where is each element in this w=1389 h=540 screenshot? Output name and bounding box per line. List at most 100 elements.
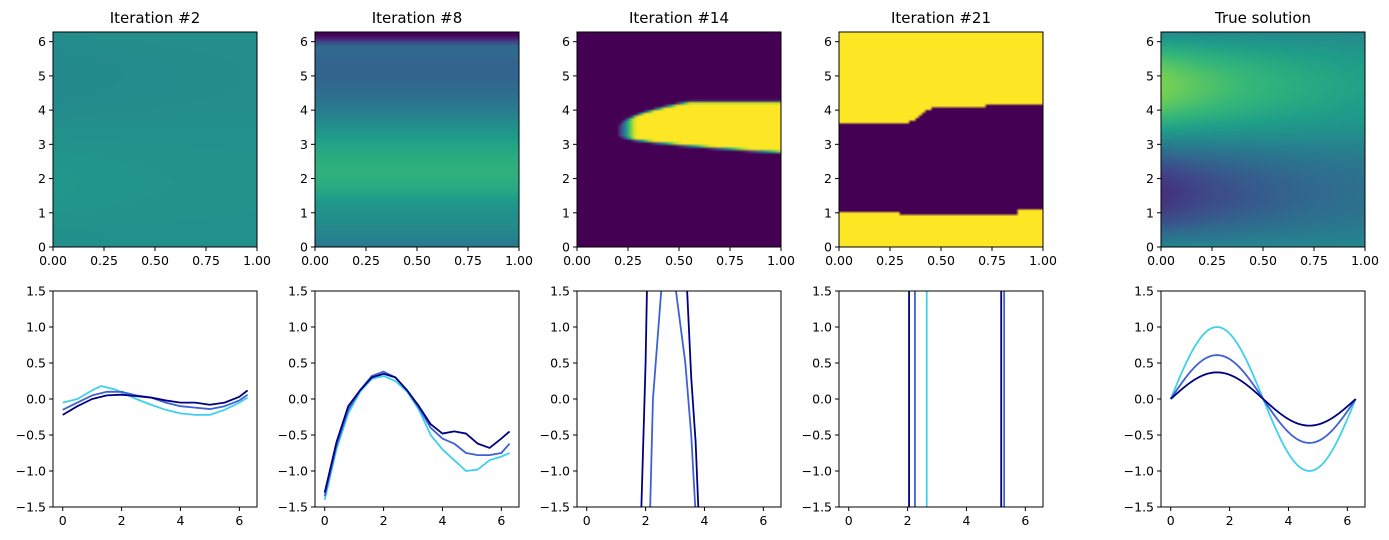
axes-frame bbox=[576, 290, 782, 508]
y-tick-label: 1 bbox=[300, 205, 308, 220]
x-tick-label: 0 bbox=[59, 513, 67, 528]
y-tick-label: 3 bbox=[562, 137, 570, 152]
y-tick-label: 1.0 bbox=[26, 320, 46, 335]
y-tick-label: −1.5 bbox=[1124, 500, 1154, 515]
y-tick-label: −0.5 bbox=[802, 428, 832, 443]
y-tick-label: 0.0 bbox=[288, 392, 308, 407]
x-tick-label: 6 bbox=[759, 513, 767, 528]
x-tick-label: 4 bbox=[438, 513, 446, 528]
x-tick-label: 0.50 bbox=[927, 253, 955, 268]
y-tick-label: 0.0 bbox=[26, 392, 46, 407]
y-tick-label: −0.5 bbox=[540, 428, 570, 443]
y-tick-label: 4 bbox=[300, 103, 308, 118]
y-tick-label: 1.5 bbox=[26, 284, 46, 299]
y-tick-label: −1.0 bbox=[540, 464, 570, 479]
y-tick-label: 0.5 bbox=[1134, 356, 1154, 371]
y-tick-label: 4 bbox=[38, 103, 46, 118]
y-tick-label: 6 bbox=[824, 34, 832, 49]
x-tick-label: 0 bbox=[583, 513, 591, 528]
y-tick-label: 4 bbox=[824, 103, 832, 118]
x-tick-label: 1.00 bbox=[243, 253, 271, 268]
line-panel-2: 0 2 4 6 −1.5 −1.0 −0.5 0.0 0.5 1.0 1.5 bbox=[278, 284, 520, 528]
y-tick-label: −0.5 bbox=[16, 428, 46, 443]
x-tick-label: 0 bbox=[321, 513, 329, 528]
x-tick-label: 1.00 bbox=[1029, 253, 1057, 268]
series-line-mid bbox=[323, 370, 511, 497]
heatmap-panel-4: Iteration #21 0.00 0.25 0.50 0.75 1.00 0 1 2 3 4 5 6 bbox=[824, 9, 1057, 268]
y-tick-label: 0 bbox=[562, 240, 570, 255]
y-tick-label: 1.0 bbox=[1134, 320, 1154, 335]
heatmap-panel-1: Iteration #2 0.00 0.25 0.50 0.75 1.00 0 1 2 3 4 5 6 bbox=[38, 9, 271, 268]
y-tick-label: 0 bbox=[1146, 240, 1154, 255]
y-tick-label: 1.5 bbox=[288, 284, 308, 299]
series-line-amplitude-0-37 bbox=[1170, 371, 1357, 427]
x-tick-label: 0.50 bbox=[1249, 253, 1277, 268]
y-tick-label: 4 bbox=[1146, 103, 1154, 118]
y-tick-label: 5 bbox=[562, 68, 570, 83]
y-tick-label: 1 bbox=[1146, 205, 1154, 220]
y-tick-label: 2 bbox=[38, 171, 46, 186]
x-tick-label: 6 bbox=[497, 513, 505, 528]
series-group bbox=[1169, 326, 1357, 472]
x-tick-label: 4 bbox=[962, 513, 970, 528]
y-tick-label: 0.0 bbox=[812, 392, 832, 407]
y-tick-label: 3 bbox=[1146, 137, 1154, 152]
y-tick-label: 6 bbox=[562, 34, 570, 49]
x-tick-label: 0.75 bbox=[1300, 253, 1328, 268]
x-tick-label: 1.00 bbox=[767, 253, 795, 268]
heatmap-panel-3: Iteration #14 0.00 0.25 0.50 0.75 1.00 0 1 2 3 4 5 6 bbox=[562, 9, 795, 268]
heatmap-panel-5: True solution 0.00 0.25 0.50 0.75 1.00 0 1 2 3 4 5 6 bbox=[1146, 9, 1379, 268]
x-tick-label: 0.75 bbox=[454, 253, 482, 268]
x-tick-label: 0.25 bbox=[1198, 253, 1226, 268]
series-group bbox=[908, 291, 1006, 507]
y-tick-label: −1.5 bbox=[278, 500, 308, 515]
x-tick-label: 4 bbox=[1284, 513, 1292, 528]
heatmap-image bbox=[53, 32, 257, 247]
y-tick-label: 1.5 bbox=[812, 284, 832, 299]
y-tick-label: −1.5 bbox=[16, 500, 46, 515]
x-tick-label: 2 bbox=[1226, 513, 1234, 528]
panel-title: Iteration #2 bbox=[110, 9, 201, 27]
y-tick-label: 2 bbox=[1146, 171, 1154, 186]
y-tick-label: 2 bbox=[562, 171, 570, 186]
y-tick-label: 5 bbox=[1146, 68, 1154, 83]
x-tick-label: 0.50 bbox=[403, 253, 431, 268]
line-panel-1: 0 2 4 6 −1.5 −1.0 −0.5 0.0 0.5 1.0 1.5 bbox=[16, 284, 258, 528]
heatmap-image bbox=[1161, 32, 1365, 247]
series-group bbox=[640, 291, 700, 507]
y-tick-label: 1.0 bbox=[288, 320, 308, 335]
x-tick-label: 0.00 bbox=[39, 253, 67, 268]
x-tick-label: 0.00 bbox=[301, 253, 329, 268]
series-line-mid bbox=[914, 291, 1006, 507]
heatmap-image bbox=[577, 32, 781, 247]
y-tick-label: 0 bbox=[824, 240, 832, 255]
y-tick-label: 0.5 bbox=[288, 356, 308, 371]
line-panel-5: 0 2 4 6 −1.5 −1.0 −0.5 0.0 0.5 1.0 1.5 bbox=[1124, 284, 1366, 528]
heatmap-panel-2: Iteration #8 0.00 0.25 0.50 0.75 1.00 0 1 2 3 4 5 6 bbox=[300, 9, 533, 268]
y-tick-label: −0.5 bbox=[1124, 428, 1154, 443]
y-tick-label: 4 bbox=[562, 103, 570, 118]
x-tick-label: 2 bbox=[642, 513, 650, 528]
x-tick-label: 4 bbox=[700, 513, 708, 528]
series-line-dark bbox=[640, 291, 700, 507]
y-tick-label: 2 bbox=[824, 171, 832, 186]
x-tick-label: 6 bbox=[235, 513, 243, 528]
y-tick-label: 1.5 bbox=[1134, 284, 1154, 299]
line-panel-4: 0 2 4 6 −1.5 −1.0 −0.5 0.0 0.5 1.0 1.5 bbox=[802, 284, 1044, 528]
x-tick-label: 0.50 bbox=[665, 253, 693, 268]
y-tick-label: 1 bbox=[562, 205, 570, 220]
y-tick-label: 3 bbox=[38, 137, 46, 152]
axes-frame bbox=[838, 290, 1044, 508]
y-tick-label: 1 bbox=[824, 205, 832, 220]
y-tick-label: −1.5 bbox=[802, 500, 832, 515]
x-tick-label: 0.00 bbox=[1147, 253, 1175, 268]
y-tick-label: 5 bbox=[38, 68, 46, 83]
y-tick-label: 6 bbox=[1146, 34, 1154, 49]
x-tick-label: 0.25 bbox=[90, 253, 118, 268]
x-tick-label: 1.00 bbox=[505, 253, 533, 268]
series-line-light bbox=[323, 375, 510, 501]
y-tick-label: 1.0 bbox=[550, 320, 570, 335]
x-tick-label: 6 bbox=[1021, 513, 1029, 528]
x-tick-label: 0.75 bbox=[716, 253, 744, 268]
